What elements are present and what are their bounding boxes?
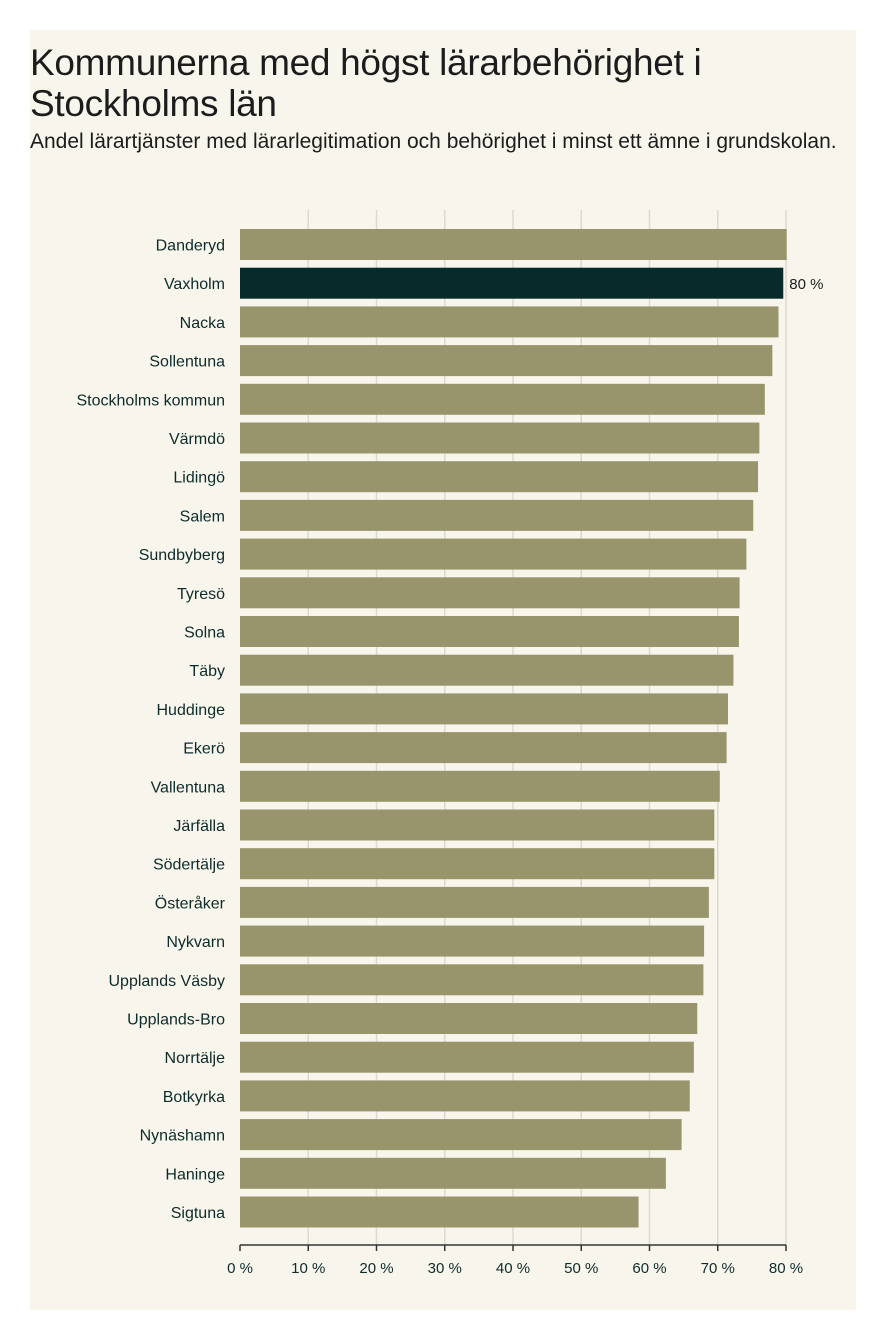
bar — [240, 499, 754, 531]
x-tick-label: 0 % — [227, 1260, 253, 1277]
category-label: Lidingö — [173, 470, 225, 487]
bar — [240, 1196, 639, 1228]
bar — [240, 1119, 682, 1151]
x-tick-label: 40 % — [496, 1260, 530, 1277]
bar — [240, 267, 784, 299]
category-label: Solna — [184, 625, 225, 642]
data-label: 80 % — [789, 276, 823, 293]
category-label: Tyresö — [177, 586, 225, 603]
bar — [240, 461, 759, 493]
x-tick-label: 20 % — [359, 1260, 393, 1277]
x-tick-label: 70 % — [701, 1260, 735, 1277]
category-label: Nykvarn — [166, 934, 225, 951]
bar — [240, 538, 747, 570]
bar — [240, 306, 779, 338]
bar — [240, 1080, 690, 1112]
category-label: Täby — [189, 663, 225, 680]
category-label: Vallentuna — [151, 779, 226, 796]
bar — [240, 770, 720, 802]
category-label: Nynäshamn — [140, 1128, 225, 1145]
bar — [240, 925, 705, 957]
bar — [240, 616, 739, 647]
category-label: Järfälla — [173, 818, 225, 835]
bar — [240, 422, 760, 454]
x-tick-label: 80 % — [769, 1260, 803, 1277]
category-label: Upplands Väsby — [108, 973, 225, 990]
category-label: Norrtälje — [165, 1050, 226, 1067]
bar — [240, 732, 727, 764]
category-label: Sundbyberg — [139, 547, 225, 564]
category-label: Vaxholm — [164, 276, 225, 293]
bar — [240, 654, 734, 686]
bar — [240, 577, 740, 609]
bar — [240, 1157, 666, 1189]
bar — [240, 1041, 694, 1073]
bar — [240, 886, 709, 918]
category-label: Upplands-Bro — [127, 1012, 225, 1029]
category-label: Danderyd — [156, 238, 225, 255]
category-label: Ekerö — [183, 741, 225, 758]
category-label: Värmdö — [169, 431, 225, 448]
category-label: Nacka — [180, 315, 225, 332]
category-label: Botkyrka — [163, 1089, 225, 1106]
bar — [240, 1003, 698, 1034]
category-label: Sollentuna — [149, 354, 225, 371]
bar — [240, 383, 765, 415]
category-label: Huddinge — [157, 702, 226, 719]
bar — [240, 809, 715, 841]
category-label: Österåker — [155, 894, 226, 912]
category-label: Haninge — [165, 1166, 225, 1183]
bar — [240, 229, 787, 260]
x-tick-label: 60 % — [632, 1260, 666, 1277]
category-label: Sigtuna — [171, 1205, 225, 1222]
chart-title: Kommunerna med högst lärarbehörighet i S… — [30, 42, 702, 124]
bar — [240, 848, 715, 880]
bar — [240, 345, 773, 377]
x-tick-label: 30 % — [428, 1260, 462, 1277]
x-tick-label: 10 % — [291, 1260, 325, 1277]
bar — [240, 693, 728, 725]
category-label: Salem — [180, 508, 225, 525]
chart-subtitle: Andel lärartjänster med lärarlegitimatio… — [30, 130, 837, 153]
category-label: Stockholms kommun — [77, 392, 226, 409]
x-tick-label: 50 % — [564, 1260, 598, 1277]
bar — [240, 964, 704, 996]
category-label: Södertälje — [153, 857, 225, 874]
